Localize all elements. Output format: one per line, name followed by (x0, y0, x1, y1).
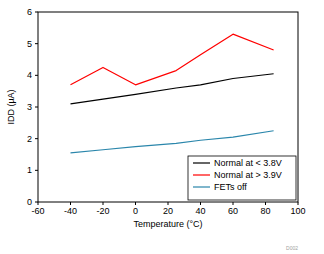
legend-label: Normal at < 3.8V (214, 158, 282, 168)
series-line (71, 74, 274, 104)
x-tick-label: -40 (64, 206, 77, 216)
x-tick-label: 100 (290, 206, 305, 216)
legend-swatch (193, 186, 210, 187)
plot-frame (38, 12, 298, 202)
y-axis-label: IDD (µA) (6, 89, 16, 124)
y-tick-label: 6 (27, 7, 32, 17)
x-tick-label: 40 (195, 206, 205, 216)
x-tick-label: 80 (260, 206, 270, 216)
legend-swatch (193, 174, 210, 175)
y-tick-label: 2 (27, 134, 32, 144)
legend-swatch (193, 162, 210, 163)
legend-box (188, 156, 296, 200)
y-tick-label: 0 (27, 197, 32, 207)
y-tick-label: 3 (27, 102, 32, 112)
x-tick-label: 0 (133, 206, 138, 216)
y-tick-label: 5 (27, 39, 32, 49)
series-line (71, 34, 274, 85)
x-tick-label: 60 (228, 206, 238, 216)
chart: -60 -40 -20 0 20 40 60 80 100 0 1 2 3 4 5 6 Temperature … (0, 0, 324, 254)
series-group (71, 34, 274, 153)
series-line (71, 131, 274, 153)
annotation: D002 (286, 245, 298, 251)
x-tick-label: 20 (163, 206, 173, 216)
x-tick-label: -20 (96, 206, 109, 216)
legend-label: Normal at > 3.9V (214, 170, 282, 180)
x-axis-label: Temperature (°C) (133, 219, 202, 229)
x-tick-label: -60 (31, 206, 44, 216)
y-tick-label: 1 (27, 165, 32, 175)
legend-label: FETs off (214, 182, 247, 192)
y-tick-label: 4 (27, 70, 32, 80)
